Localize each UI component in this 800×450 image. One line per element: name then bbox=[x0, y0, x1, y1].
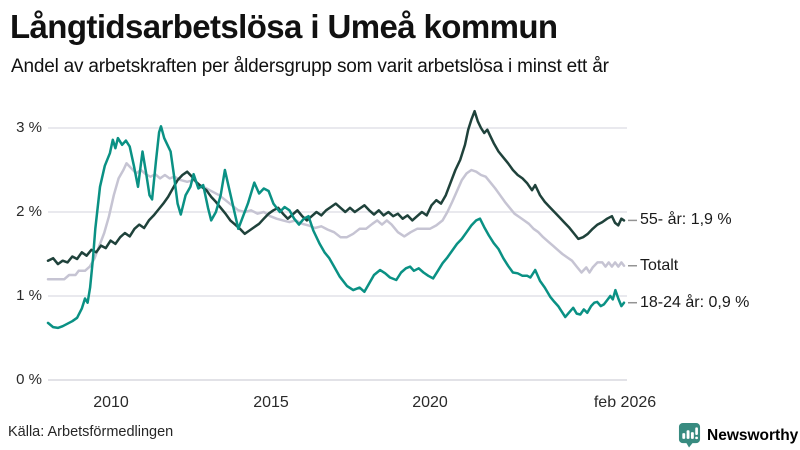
x-tick-2010: 2010 bbox=[93, 394, 129, 411]
newsworthy-logo[interactable]: Newsworthy bbox=[678, 422, 798, 448]
x-tick-feb-2026: feb 2026 bbox=[593, 394, 657, 411]
newsworthy-wordmark: Newsworthy bbox=[707, 426, 799, 444]
series-line-totalt bbox=[46, 162, 626, 281]
series-label-18-24-ar: 18-24 år: 0,9 % bbox=[640, 294, 750, 311]
source-caption: Källa: Arbetsförmedlingen bbox=[8, 424, 174, 440]
x-tick-2015: 2015 bbox=[253, 394, 289, 411]
series-line-18-24-ar bbox=[46, 125, 626, 330]
page-subtitle: Andel av arbetskraften per åldersgrupp s… bbox=[11, 56, 609, 77]
page-title: Långtidsarbetslösa i Umeå kommun bbox=[10, 8, 558, 45]
y-tick-2: 2 % bbox=[16, 203, 42, 220]
newsworthy-icon bbox=[678, 423, 701, 448]
y-tick-0: 0 % bbox=[16, 371, 42, 388]
series-line-55-ar bbox=[46, 109, 626, 266]
series-label-totalt: Totalt bbox=[640, 257, 679, 274]
series-label-55-ar: 55- år: 1,9 % bbox=[640, 211, 732, 228]
y-tick-1: 1 % bbox=[16, 287, 42, 304]
x-tick-2020: 2020 bbox=[412, 394, 448, 411]
y-tick-3: 3 % bbox=[16, 119, 42, 136]
